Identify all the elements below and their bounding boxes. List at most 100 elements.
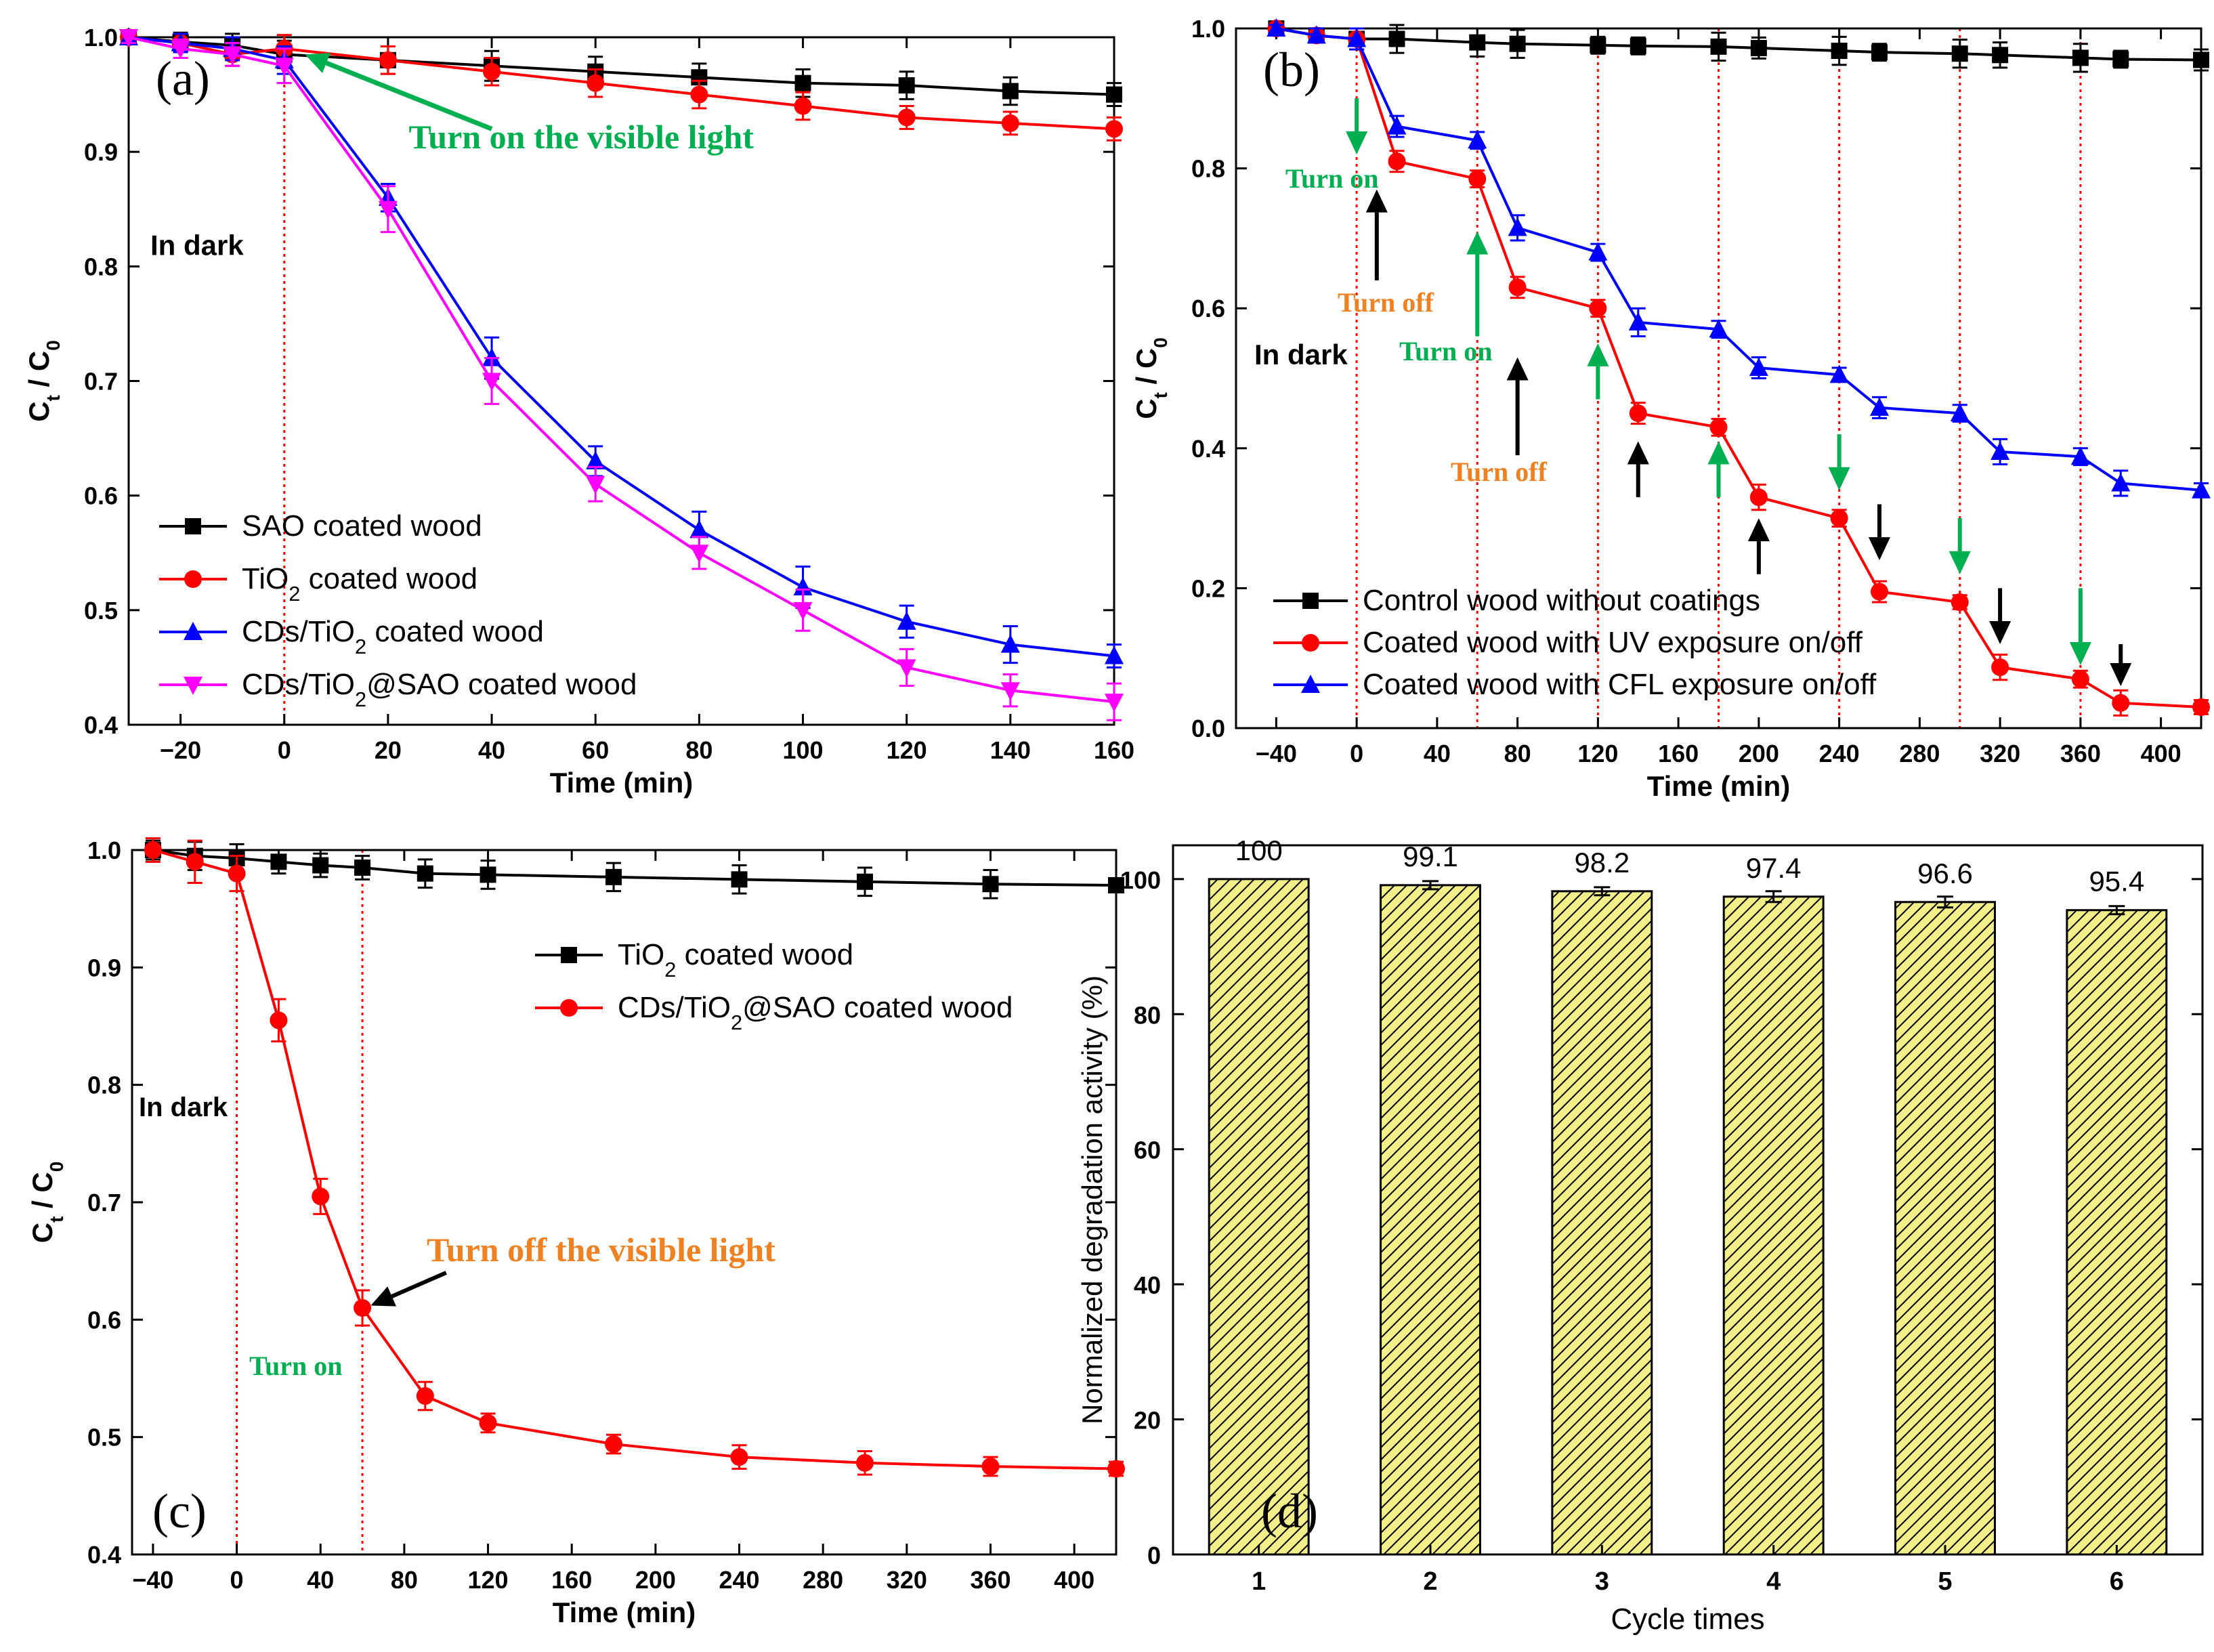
data-point	[689, 520, 709, 538]
x-tick-label: 0	[278, 736, 291, 764]
plot-frame	[1172, 844, 2204, 1556]
x-tick-label: 120	[887, 736, 927, 764]
x-axis-title: Cycle times	[1611, 1603, 1764, 1636]
panel-d: 100199.1298.2397.4496.6595.4602040608010…	[1076, 834, 2204, 1636]
x-tick-label: 80	[685, 736, 712, 764]
data-point	[483, 62, 501, 81]
on-off-arrow-head	[1949, 551, 1971, 574]
data-point	[186, 853, 204, 871]
x-tick-label: 40	[478, 736, 505, 764]
series-line	[1276, 27, 2202, 62]
x-tick-label: 80	[1504, 740, 1531, 767]
data-point	[119, 29, 138, 47]
data-point	[1951, 593, 1969, 612]
x-tick-label: 320	[887, 1566, 927, 1594]
legend-marker	[185, 518, 201, 534]
y-axis-title: Ct / C0	[1130, 337, 1171, 419]
y-tick-label: 0.9	[87, 954, 121, 981]
data-point	[417, 865, 433, 882]
y-tick-label: 100	[1120, 866, 1161, 894]
bar-value-label: 98.2	[1574, 847, 1630, 878]
series-line	[1276, 27, 2202, 492]
legend-item: CDs/TiO2 coated wood	[159, 615, 544, 658]
data-point	[1105, 694, 1124, 713]
annotation-arrow	[325, 60, 493, 131]
data-point	[731, 871, 748, 888]
x-tick-label: 20	[375, 736, 402, 764]
bar	[1380, 884, 1481, 1556]
x-tick-label: 0	[230, 1566, 244, 1594]
x-tick-label: −20	[160, 736, 201, 764]
data-point	[897, 108, 916, 127]
bar-value-label: 97.4	[1746, 852, 1802, 884]
legend-label: Control wood without coatings	[1363, 584, 1760, 617]
data-point	[981, 1458, 1000, 1475]
on-off-arrow-head	[1828, 467, 1850, 490]
data-point	[1000, 682, 1020, 701]
legend-marker	[1302, 593, 1319, 609]
legend-item: TiO2 coated wood	[159, 562, 477, 606]
data-point	[1590, 37, 1606, 54]
x-tick-label: 3	[1595, 1567, 1609, 1596]
data-point	[274, 58, 294, 77]
on-off-arrow-head	[1346, 131, 1368, 154]
panel-label: (d)	[1261, 1484, 1318, 1538]
x-tick-label: 2	[1423, 1567, 1437, 1596]
on-off-arrow-head	[1587, 343, 1609, 366]
data-point	[689, 545, 709, 564]
data-point	[312, 857, 329, 874]
bar	[1722, 895, 1825, 1556]
data-point	[1709, 319, 1728, 338]
data-point	[2112, 694, 2130, 712]
y-tick-label: 0.6	[84, 482, 118, 510]
data-point	[1991, 441, 2010, 460]
legend-item: Coated wood with CFL exposure on/off	[1273, 668, 1877, 701]
y-tick-label: 1.0	[84, 24, 118, 51]
data-point	[1468, 130, 1487, 149]
annotation-in-dark: In dark	[1254, 339, 1348, 370]
y-tick-label: 0.5	[84, 597, 118, 624]
data-point	[1709, 418, 1728, 436]
y-tick-label: 0.6	[1191, 295, 1225, 322]
annotation-arrow-head	[370, 1286, 396, 1307]
on-off-arrow-head	[1869, 537, 1890, 561]
y-tick-label: 20	[1134, 1407, 1161, 1435]
data-point	[2192, 698, 2210, 717]
series-cds-tio2-sao-coated-wood	[119, 29, 1124, 721]
legend-marker	[184, 570, 202, 588]
legend-marker	[1302, 634, 1319, 652]
data-point	[223, 46, 242, 65]
y-tick-label: 80	[1134, 1001, 1161, 1029]
data-point	[2070, 446, 2090, 465]
x-tick-label: 240	[719, 1566, 759, 1594]
data-point	[1630, 37, 1646, 54]
x-tick-label: 240	[1819, 740, 1860, 767]
y-tick-label: 1.0	[87, 836, 121, 864]
x-tick-label: 400	[2141, 740, 2181, 767]
x-tick-label: 160	[1658, 740, 1699, 767]
on-off-arrow-head	[2069, 642, 2091, 666]
y-tick-label: 0.2	[1191, 574, 1225, 602]
series-line	[128, 36, 1115, 704]
series-line	[128, 36, 1115, 96]
x-tick-label: 280	[803, 1566, 843, 1594]
legend-item: TiO2 coated wood	[535, 938, 853, 981]
data-point	[378, 200, 398, 219]
data-point	[793, 601, 813, 620]
on-off-arrow-head	[1466, 231, 1489, 255]
x-tick-label: 6	[2110, 1567, 2124, 1596]
data-point	[1509, 35, 1526, 52]
data-point	[1468, 170, 1487, 188]
x-tick-label: 40	[307, 1566, 334, 1594]
legend-label: TiO2 coated wood	[242, 562, 477, 606]
data-point	[1629, 404, 1647, 423]
series-coated-wood-with-cfl-exposure-on-off	[1266, 18, 2211, 499]
data-point	[379, 51, 397, 69]
data-point	[1950, 403, 1970, 422]
x-axis-title: Time (min)	[550, 767, 694, 799]
data-point	[793, 577, 813, 595]
data-point	[730, 1448, 748, 1466]
x-tick-label: 100	[782, 736, 823, 764]
legend-item: Coated wood with UV exposure on/off	[1273, 626, 1863, 659]
